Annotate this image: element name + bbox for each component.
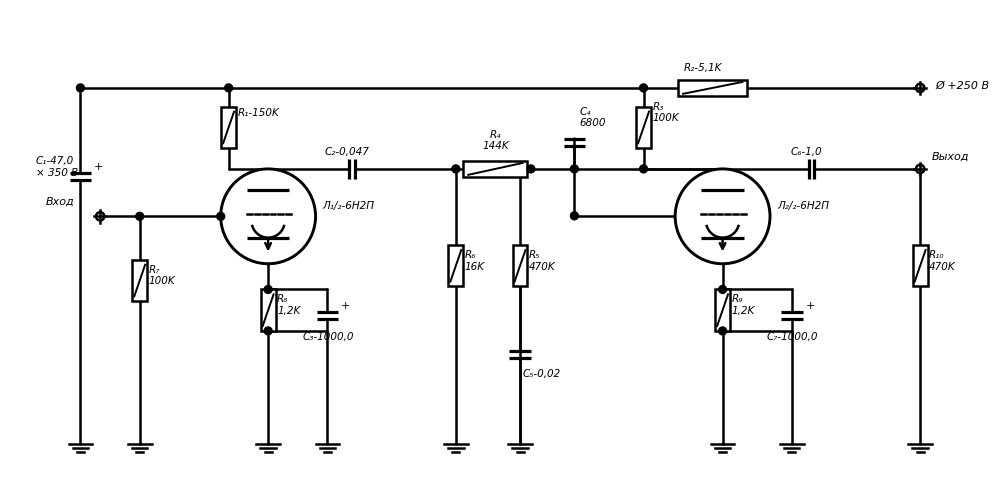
Text: R₅
470K: R₅ 470K	[529, 250, 556, 272]
Circle shape	[916, 165, 924, 173]
Circle shape	[916, 84, 924, 92]
Text: Ø +250 В: Ø +250 В	[935, 81, 989, 91]
Circle shape	[217, 212, 225, 220]
Circle shape	[136, 212, 144, 220]
Text: R₁-150K: R₁-150K	[238, 107, 279, 118]
Circle shape	[527, 165, 535, 173]
Bar	[636, 106, 651, 148]
Text: C₁-47,0
× 350 B: C₁-47,0 × 350 B	[36, 156, 78, 178]
Text: R₃
100K: R₃ 100K	[652, 102, 679, 123]
Bar	[448, 245, 463, 286]
Circle shape	[221, 169, 316, 264]
Bar	[261, 290, 276, 331]
Text: C₇-1000,0: C₇-1000,0	[767, 332, 819, 342]
Bar	[913, 245, 928, 286]
Circle shape	[640, 165, 648, 173]
Text: Л₂/₂-6Н2П: Л₂/₂-6Н2П	[777, 201, 829, 211]
Circle shape	[675, 169, 770, 264]
Circle shape	[570, 212, 578, 220]
Text: C₅-0,02: C₅-0,02	[523, 369, 561, 380]
Circle shape	[225, 84, 233, 92]
Bar	[513, 245, 527, 286]
Circle shape	[264, 285, 272, 294]
Text: +: +	[806, 301, 815, 311]
Circle shape	[719, 285, 727, 294]
Text: R₁₀
470K: R₁₀ 470K	[929, 250, 956, 272]
Bar	[132, 260, 147, 301]
Text: R₇
100K: R₇ 100K	[149, 265, 175, 286]
Circle shape	[452, 165, 460, 173]
Text: +: +	[341, 301, 351, 311]
Text: C₆-1,0: C₆-1,0	[791, 147, 822, 157]
Bar	[463, 161, 527, 177]
Bar	[221, 106, 236, 148]
Circle shape	[916, 165, 924, 173]
Circle shape	[76, 84, 84, 92]
Text: Вход: Вход	[46, 196, 75, 207]
Text: C₃-1000,0: C₃-1000,0	[303, 332, 354, 342]
Text: R₉
1,2K: R₉ 1,2K	[731, 295, 755, 316]
Text: R₄
144K: R₄ 144K	[482, 130, 509, 151]
Circle shape	[640, 84, 648, 92]
Text: Выход: Выход	[932, 152, 970, 162]
Text: C₄
6800: C₄ 6800	[579, 107, 606, 128]
Circle shape	[264, 327, 272, 335]
Text: C₂-0,047: C₂-0,047	[325, 147, 370, 157]
Bar	[678, 80, 747, 96]
Circle shape	[719, 327, 727, 335]
Text: R₆
16K: R₆ 16K	[465, 250, 485, 272]
Text: Л₁/₂-6Н2П: Л₁/₂-6Н2П	[322, 201, 374, 211]
Text: R₈
1,2K: R₈ 1,2K	[277, 295, 300, 316]
Circle shape	[96, 212, 104, 221]
Text: +: +	[94, 162, 104, 173]
Circle shape	[570, 165, 578, 173]
Text: R₂-5,1K: R₂-5,1K	[684, 63, 722, 73]
Bar	[715, 290, 730, 331]
